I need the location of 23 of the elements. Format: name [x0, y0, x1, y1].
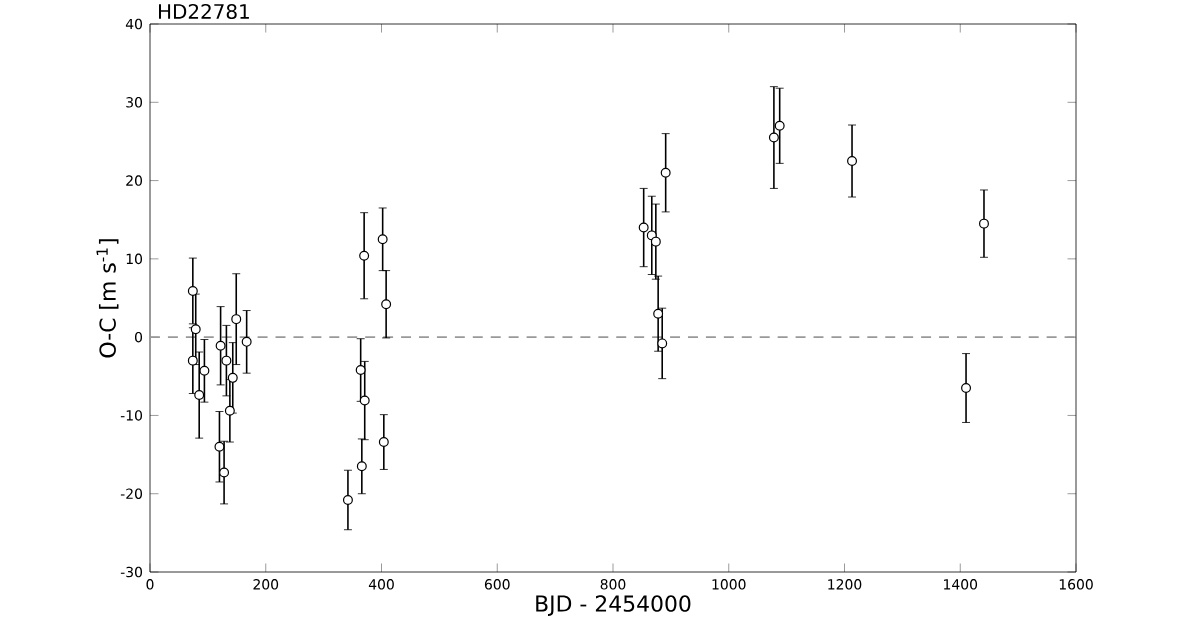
point	[847, 156, 858, 166]
point	[215, 340, 226, 351]
point	[342, 494, 353, 505]
chart-title: HD22781	[159, 3, 249, 20]
point	[660, 167, 671, 178]
x-axis-title: BJD - 2454000	[536, 595, 691, 616]
point	[199, 365, 210, 376]
point	[638, 222, 649, 233]
point	[221, 355, 232, 366]
point	[381, 299, 392, 310]
point	[359, 250, 370, 261]
point	[219, 467, 230, 478]
point	[774, 120, 785, 131]
point	[241, 336, 252, 347]
point	[979, 218, 989, 229]
point	[378, 437, 389, 448]
point	[377, 234, 388, 245]
point	[231, 314, 242, 325]
point	[961, 383, 972, 394]
point	[650, 236, 661, 247]
point	[768, 132, 779, 143]
y-axis-title: O-C [m s$^{-1}$]	[96, 239, 119, 358]
point	[356, 461, 367, 472]
